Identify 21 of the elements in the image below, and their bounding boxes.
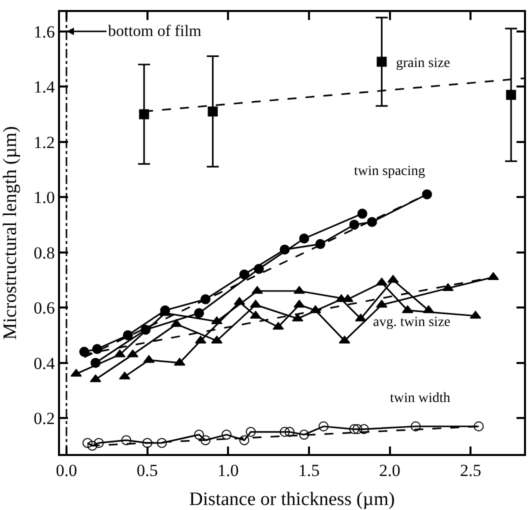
annotation: avg. twin size: [373, 315, 450, 330]
annotation: twin spacing: [354, 164, 426, 179]
y-tick-label: 0.2: [34, 409, 55, 428]
y-tick-label: 0.4: [34, 354, 56, 373]
y-axis-title: Microstructural length (µm): [0, 126, 21, 340]
annotation: grain size: [396, 56, 450, 71]
x-tick-label: 0.5: [136, 461, 158, 480]
x-tick-label: 2.0: [379, 461, 400, 480]
y-tick-label: 1.0: [34, 188, 55, 208]
x-tick-label: 2.5: [460, 461, 482, 480]
y-tick-label: 0.6: [34, 298, 55, 318]
y-tick-label: 1.2: [34, 132, 55, 152]
y-tick-label: 0.8: [34, 243, 55, 262]
x-tick-label: 1.0: [218, 461, 239, 480]
y-tick-label: 1.6: [34, 22, 55, 42]
annotation: twin width: [390, 391, 450, 406]
ref-line-label: bottom of film: [108, 23, 202, 40]
x-tick-label: 0.0: [56, 461, 78, 480]
y-tick-label: 1.4: [34, 78, 56, 97]
x-tick-label: 1.5: [298, 461, 320, 480]
x-axis-title: Distance or thickness (µm): [189, 489, 395, 510]
